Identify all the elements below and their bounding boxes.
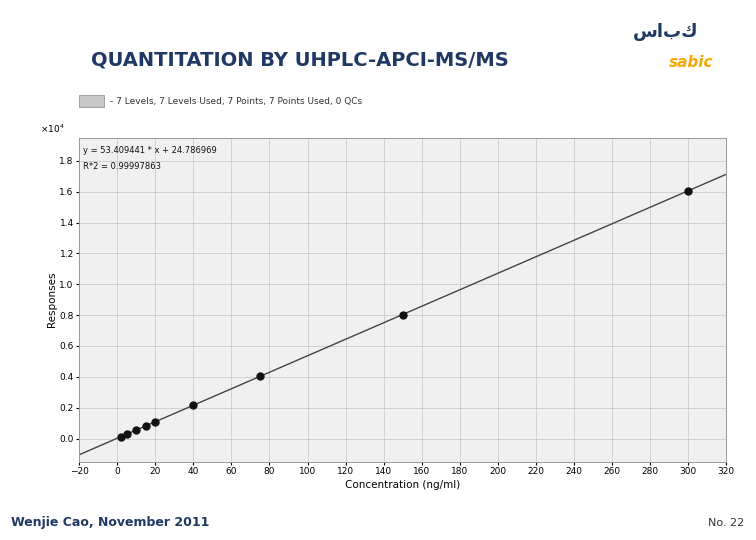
Point	[121, 430, 133, 438]
Point	[254, 372, 266, 381]
Point	[150, 417, 162, 426]
Text: No. 22: No. 22	[708, 517, 745, 528]
Text: R*2 = 0.99997863: R*2 = 0.99997863	[82, 162, 160, 171]
Point	[140, 422, 152, 430]
Point	[187, 401, 200, 409]
Point	[115, 432, 127, 441]
Text: سابك: سابك	[633, 23, 699, 40]
Text: sabic: sabic	[669, 55, 714, 70]
Text: - 7 Levels, 7 Levels Used, 7 Points, 7 Points Used, 0 QCs: - 7 Levels, 7 Levels Used, 7 Points, 7 P…	[110, 97, 362, 106]
Text: $\times$10$^{4}$: $\times$10$^{4}$	[41, 123, 65, 135]
Point	[682, 187, 694, 195]
Y-axis label: Responses: Responses	[47, 272, 57, 327]
Text: QUANTITATION BY UHPLC-APCI-MS/MS: QUANTITATION BY UHPLC-APCI-MS/MS	[91, 51, 509, 70]
Text: y = 53.409441 * x + 24.786969: y = 53.409441 * x + 24.786969	[82, 146, 216, 155]
X-axis label: Concentration (ng/ml): Concentration (ng/ml)	[345, 481, 460, 490]
Text: Wenjie Cao, November 2011: Wenjie Cao, November 2011	[11, 516, 209, 529]
Point	[130, 426, 142, 434]
FancyBboxPatch shape	[79, 95, 104, 107]
Point	[397, 310, 409, 319]
